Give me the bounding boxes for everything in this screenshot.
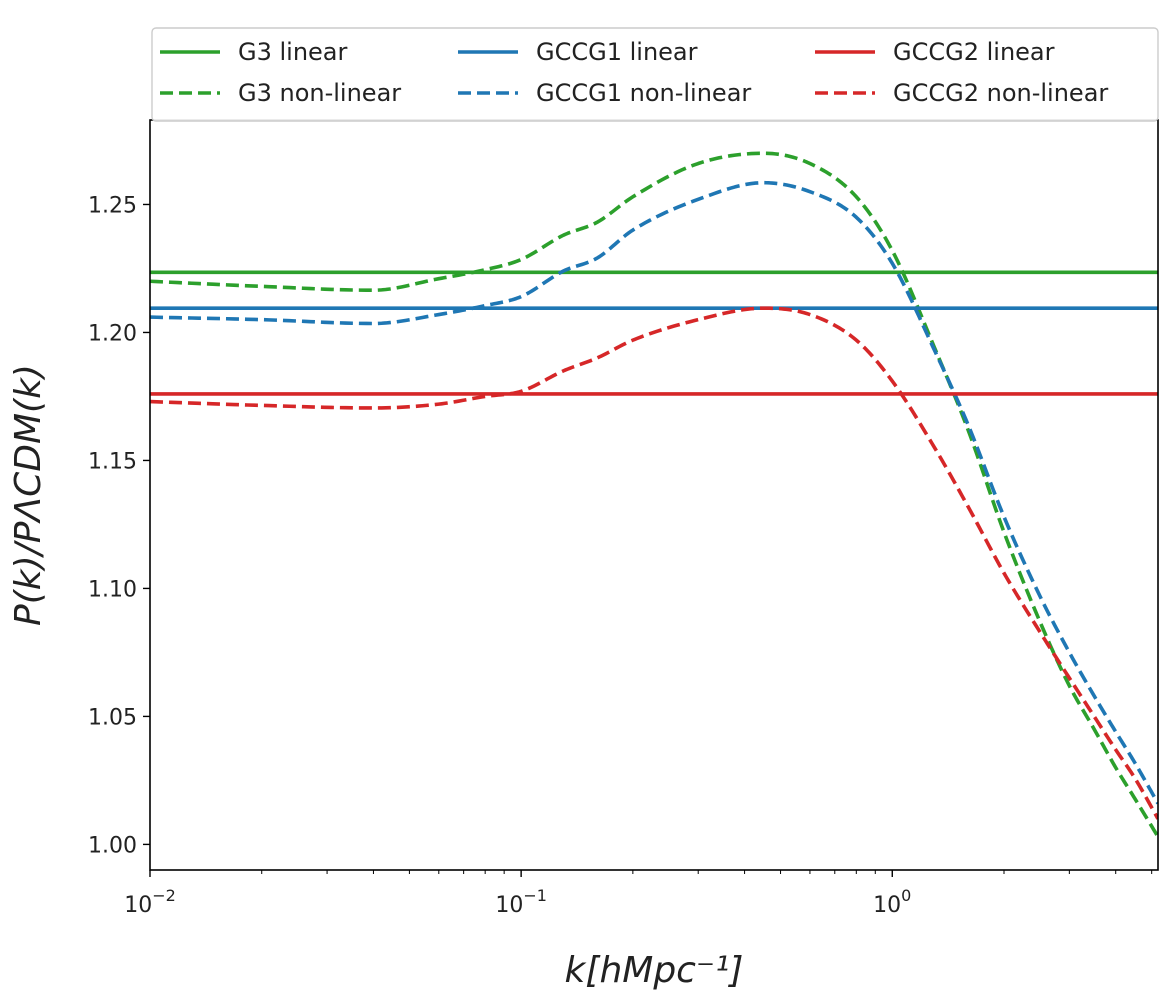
legend: G3 linear G3 non-linear GCCG1 linear GCCG1 … [151, 27, 1159, 122]
legend-label-g3-non-linear: G3 non-linear [238, 79, 401, 107]
y-tick-label: 1.10 [88, 577, 137, 602]
x-axis-title: k[hMpc⁻¹] [565, 950, 744, 991]
x-tick-label: 10−2 [124, 886, 176, 918]
x-tick-label: 10−1 [495, 886, 547, 918]
series-line-gccg1-non-linear [150, 180, 1158, 805]
y-tick-label: 1.15 [88, 449, 137, 474]
legend-frame [151, 27, 1159, 122]
y-tick-label: 1.00 [88, 833, 137, 858]
plot-frame [149, 119, 1159, 871]
series-line-gccg2-non-linear [150, 306, 1158, 820]
series-layer [150, 151, 1158, 838]
axes-layer: 1.00 1.05 1.10 1.15 1.20 1.25 10−2 10−1 100 k[hMp… [8, 119, 1159, 991]
y-axis-title: P(k)/PΛCDM(k) [8, 364, 49, 626]
y-tick-label: 1.05 [88, 705, 137, 730]
series-line-g3-non-linear [150, 151, 1158, 838]
y-tick-label: 1.25 [88, 193, 137, 218]
legend-label-gccg1-non-linear: GCCG1 non-linear [536, 79, 751, 107]
legend-label-gccg2-non-linear: GCCG2 non-linear [893, 79, 1108, 107]
x-tick-label: 100 [873, 886, 911, 918]
legend-label-gccg2-linear: GCCG2 linear [893, 38, 1055, 66]
y-tick-label: 1.20 [88, 321, 137, 346]
legend-label-gccg1-linear: GCCG1 linear [536, 38, 698, 66]
legend-label-g3-linear: G3 linear [238, 38, 348, 66]
